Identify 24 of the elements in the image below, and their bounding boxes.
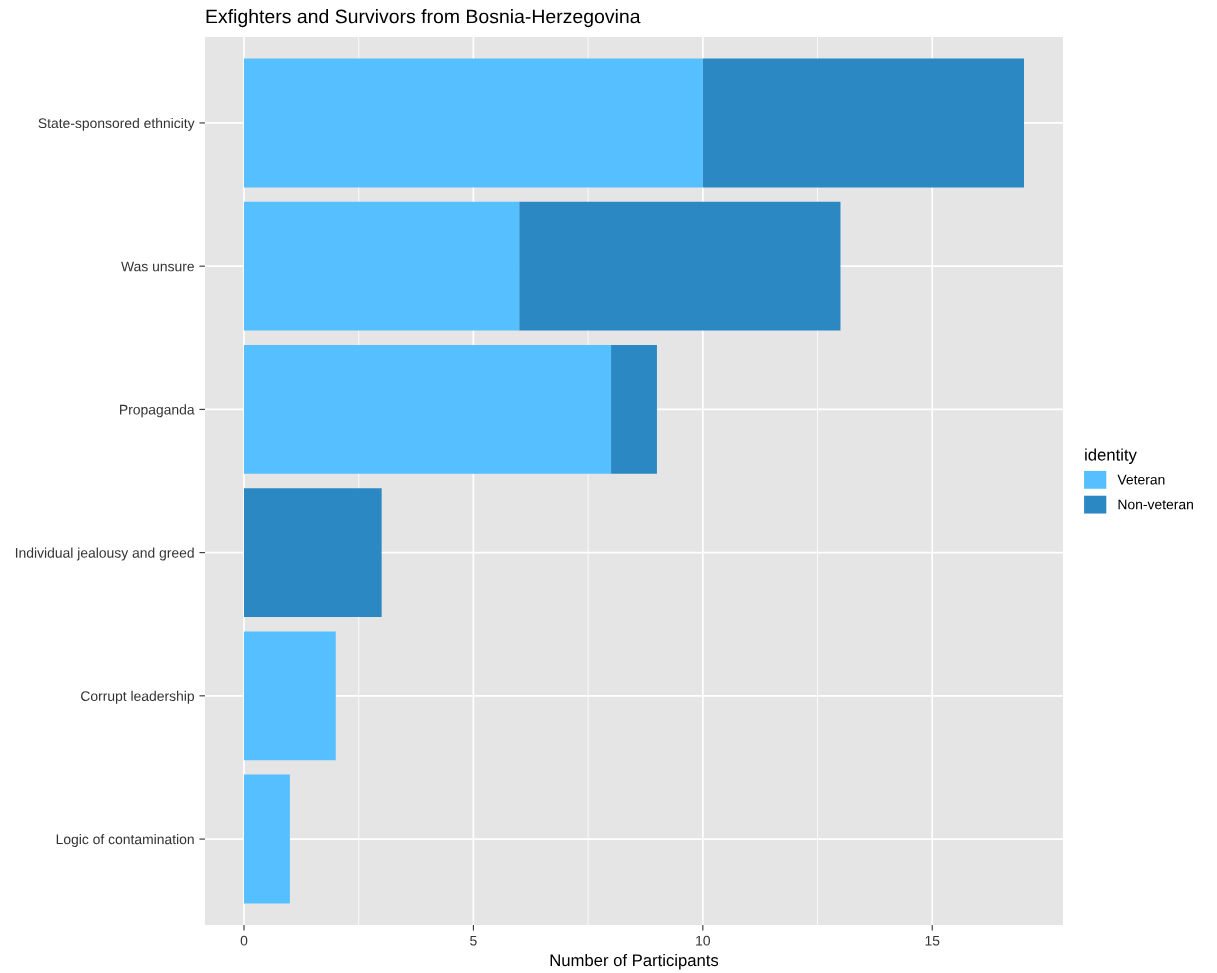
y-tick-label: Propaganda bbox=[120, 404, 195, 418]
bar bbox=[244, 201, 520, 331]
x-tick-label: 0 bbox=[240, 935, 248, 946]
x-tick-label: 5 bbox=[470, 935, 477, 946]
y-tick-label: Logic of contamination bbox=[56, 834, 194, 847]
x-axis-title: Number of Participants bbox=[550, 953, 719, 970]
bar bbox=[244, 774, 290, 904]
bar bbox=[244, 58, 703, 188]
y-tick-label: Individual jealousy and greed bbox=[15, 547, 194, 561]
legend-label: Veteran bbox=[1117, 474, 1165, 485]
y-tick-label: State-sponsored ethnicity bbox=[38, 117, 195, 131]
legend-label: Non-veteran bbox=[1118, 499, 1193, 510]
chart-title: Exfighters and Survivors from Bosnia-Herzegovina bbox=[206, 9, 641, 28]
bar bbox=[702, 58, 1024, 188]
bar bbox=[611, 344, 657, 474]
bar bbox=[244, 488, 382, 618]
bar bbox=[519, 201, 841, 331]
bar bbox=[244, 631, 336, 761]
legend-title: identity bbox=[1085, 448, 1137, 464]
x-tick-label: 15 bbox=[925, 935, 940, 946]
y-tick-label: Was unsure bbox=[121, 261, 194, 272]
bar bbox=[244, 344, 612, 474]
y-tick-label: Corrupt leadership bbox=[81, 690, 195, 704]
x-tick-label: 10 bbox=[696, 935, 711, 946]
